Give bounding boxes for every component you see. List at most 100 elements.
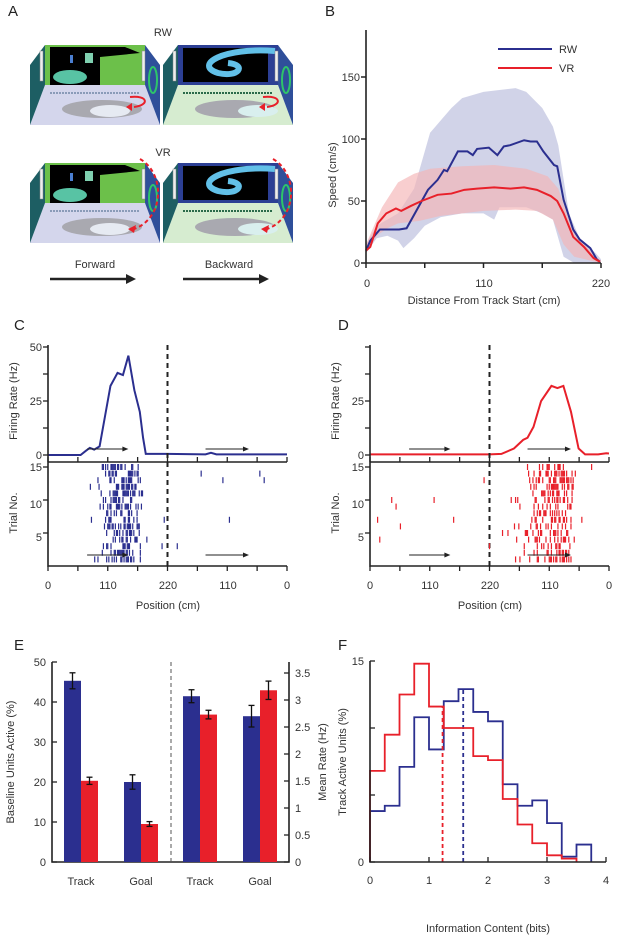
d-x-tick: 220: [481, 580, 499, 592]
panel-a: A RW VR Forward Backward: [8, 3, 293, 284]
e-category-label: Goal: [129, 876, 152, 888]
panel-letter-c: C: [14, 317, 25, 334]
c-x-tick: 0: [284, 580, 290, 592]
d-x-axis-label: Position (cm): [458, 600, 522, 612]
f-x-tick: 4: [603, 875, 609, 887]
wall-window: [70, 55, 73, 63]
direction-arrowhead: [564, 446, 571, 452]
panel-e-bar-chart: E 0 10 20 30 40 50 0 0.5 1 1.5 2 2.5 3 3.5 Baseline U…: [5, 637, 329, 888]
backward-room-rw: [163, 45, 293, 125]
d-raster-y-label: Trial No.: [330, 492, 342, 533]
panel-c-rw-place-cell: C Firing Rate (Hz) Trial No. 0 25 50 5 1…: [8, 317, 290, 612]
goal-post: [39, 168, 44, 200]
b-y-tick: 0: [354, 258, 360, 270]
c-x-tick: 220: [159, 580, 177, 592]
panel-b-speed-chart: B Distance From Track Start (cm) Speed (…: [325, 3, 610, 307]
rw-speed-line: [365, 139, 601, 263]
goal-post: [274, 50, 279, 82]
d-rate-tick: 0: [358, 450, 364, 462]
direction-arrowhead: [122, 446, 129, 452]
goal-post: [172, 50, 177, 82]
e-left-tick-label: 30: [34, 737, 46, 749]
wall-ring: [148, 66, 158, 94]
d-x-tick: 0: [367, 580, 373, 592]
b-x-tick: 110: [475, 278, 493, 290]
forward-arrow: [50, 274, 136, 284]
legend-vr-label: VR: [559, 63, 574, 75]
floor-ellipse: [238, 223, 278, 235]
f-x-tick: 0: [367, 875, 373, 887]
b-x-axis-label: Distance From Track Start (cm): [408, 295, 561, 307]
goal-post: [39, 50, 44, 82]
vr-speed-line: [365, 186, 601, 263]
right-wall: [145, 45, 160, 125]
red-arrowhead: [259, 103, 265, 111]
red-teleport-arrow: [266, 158, 293, 230]
bar-rw: [124, 782, 141, 862]
red-turn-arrow: [129, 95, 146, 108]
e-left-tick-label: 20: [34, 777, 46, 789]
f-axes: [369, 661, 606, 863]
goal-post: [172, 168, 177, 200]
backward-arrow: [183, 274, 269, 284]
e-left-tick-label: 40: [34, 697, 46, 709]
e-right-tick-label: 0: [295, 857, 301, 869]
b-y-tick: 150: [342, 72, 360, 84]
d-x-tick: 110: [421, 580, 439, 592]
b-x-tick: 0: [364, 278, 370, 290]
forward-label: Forward: [75, 259, 115, 271]
right-wall: [278, 45, 293, 125]
bar-vr: [260, 690, 277, 862]
c-rate-tick: 25: [30, 396, 42, 408]
rw-row-label: RW: [154, 27, 173, 39]
d-raster-tick: 15: [352, 462, 364, 474]
e-right-tick-label: 3.5: [295, 668, 310, 680]
b-x-tick: 220: [592, 278, 610, 290]
bar-rw: [243, 716, 260, 862]
c-rate-tick: 50: [30, 342, 42, 354]
floor-ellipse: [238, 105, 278, 117]
e-right-tick-label: 2: [295, 749, 301, 761]
d-raster-tick: 5: [358, 532, 364, 544]
e-category-label: Track: [67, 876, 95, 888]
e-right-y-label: Mean Rate (Hz): [317, 723, 329, 801]
e-right-tick-label: 0.5: [295, 830, 310, 842]
backward-label: Backward: [205, 259, 253, 271]
d-x-tick: 110: [541, 580, 559, 592]
panel-letter-b: B: [325, 3, 335, 20]
bar-vr: [81, 780, 98, 862]
goal-post: [274, 168, 279, 200]
e-right-tick-label: 1.5: [295, 776, 310, 788]
panel-letter-d: D: [338, 317, 349, 334]
wall-window: [70, 173, 73, 181]
direction-arrowhead: [242, 446, 249, 452]
wall-ring: [281, 66, 291, 94]
f-x-tick: 1: [426, 875, 432, 887]
teal-ellipse: [53, 70, 87, 84]
panel-d-vr-place-cell: D Firing Rate (Hz) Trial No. 0 25 5 10 1…: [330, 317, 612, 612]
c-rate-y-label: Firing Rate (Hz): [8, 362, 20, 440]
legend-rw-label: RW: [559, 44, 578, 56]
c-raster-tick: 15: [30, 462, 42, 474]
c-x-tick: 110: [219, 580, 237, 592]
panel-letter-a: A: [8, 3, 18, 20]
c-raster-y-label: Trial No.: [8, 492, 20, 533]
vr-sd-band: [366, 165, 601, 263]
d-x-tick: 0: [606, 580, 612, 592]
f-y-tick: 0: [358, 857, 364, 869]
blue-swirl: [206, 47, 276, 78]
e-right-tick-label: 1: [295, 803, 301, 815]
backward-room-vr: [163, 158, 293, 243]
f-x-tick: 3: [544, 875, 550, 887]
vr-histogram: [369, 662, 578, 862]
e-left-tick-label: 50: [34, 657, 46, 669]
c-raster-tick: 5: [36, 532, 42, 544]
blue-swirl: [206, 165, 276, 196]
direction-arrowhead: [444, 446, 451, 452]
f-x-axis-label: Information Content (bits): [426, 923, 550, 935]
direction-arrowhead: [564, 552, 571, 558]
panel-f-histogram: F Track Active Units (%) Information Con…: [337, 637, 609, 935]
b-y-axis-label: Speed (cm/s): [327, 142, 339, 207]
panel-letter-e: E: [14, 637, 24, 654]
